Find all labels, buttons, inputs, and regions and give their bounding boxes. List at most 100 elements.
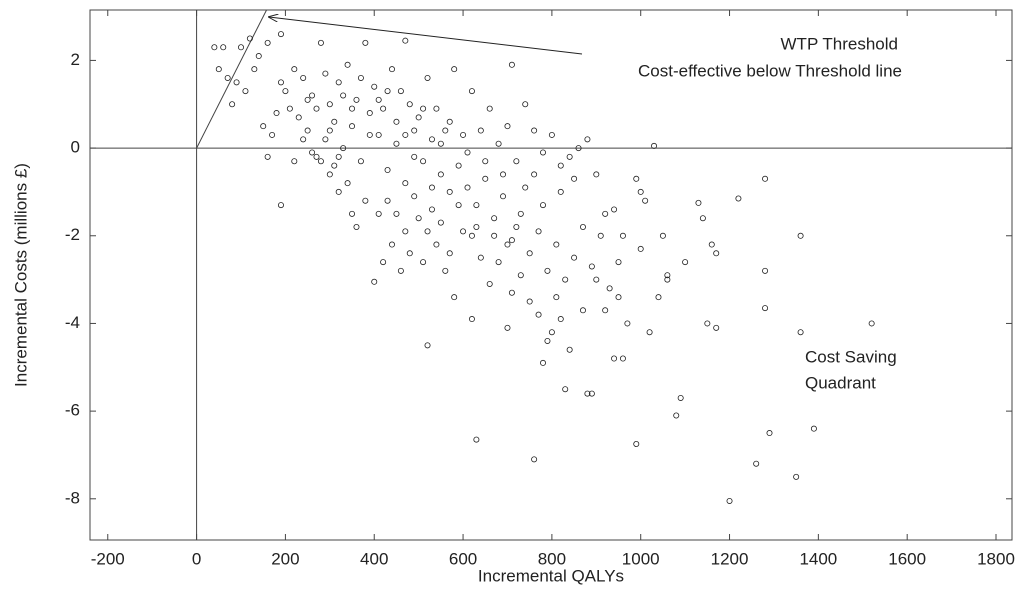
point xyxy=(477,127,484,134)
point xyxy=(322,136,329,143)
point xyxy=(504,324,511,331)
point xyxy=(535,228,542,235)
point xyxy=(753,460,760,467)
point xyxy=(762,305,769,312)
point xyxy=(397,267,404,274)
point xyxy=(500,171,507,178)
point xyxy=(357,74,364,81)
point xyxy=(251,66,258,73)
point xyxy=(593,276,600,283)
point xyxy=(375,210,382,217)
point xyxy=(526,298,533,305)
point xyxy=(495,259,502,266)
y-tick-label: -6 xyxy=(65,401,80,420)
point xyxy=(468,88,475,95)
point xyxy=(633,440,640,447)
point xyxy=(451,66,458,73)
point xyxy=(522,101,529,108)
point xyxy=(504,241,511,248)
point xyxy=(673,412,680,419)
point xyxy=(522,184,529,191)
point xyxy=(486,280,493,287)
x-tick-label: 800 xyxy=(538,549,566,568)
point xyxy=(242,88,249,95)
point xyxy=(540,359,547,366)
point xyxy=(393,210,400,217)
point xyxy=(362,39,369,46)
point xyxy=(455,202,462,209)
point xyxy=(508,61,515,68)
point xyxy=(491,232,498,239)
point xyxy=(255,53,262,60)
point xyxy=(468,316,475,323)
point xyxy=(433,241,440,248)
point xyxy=(397,88,404,95)
point xyxy=(384,167,391,174)
point xyxy=(602,210,609,217)
point xyxy=(500,193,507,200)
y-tick-label: 2 xyxy=(71,50,80,69)
point xyxy=(349,105,356,112)
point xyxy=(353,96,360,103)
point xyxy=(602,307,609,314)
point xyxy=(291,158,298,165)
point xyxy=(451,294,458,301)
point xyxy=(797,329,804,336)
point xyxy=(238,44,245,51)
point xyxy=(491,215,498,222)
point xyxy=(664,276,671,283)
point xyxy=(762,267,769,274)
point xyxy=(411,193,418,200)
point xyxy=(482,158,489,165)
point xyxy=(384,197,391,204)
point xyxy=(233,79,240,86)
point xyxy=(415,114,422,121)
point xyxy=(277,79,284,86)
point xyxy=(810,425,817,432)
point xyxy=(766,430,773,437)
point xyxy=(477,254,484,261)
point xyxy=(389,241,396,248)
point xyxy=(273,110,280,117)
point xyxy=(317,39,324,46)
point xyxy=(548,131,555,138)
point xyxy=(291,66,298,73)
point xyxy=(331,162,338,169)
point xyxy=(557,316,564,323)
x-tick-label: 1400 xyxy=(799,549,837,568)
point xyxy=(446,250,453,257)
point xyxy=(664,272,671,279)
point xyxy=(486,105,493,112)
point xyxy=(304,127,311,134)
point xyxy=(402,131,409,138)
point xyxy=(415,215,422,222)
point xyxy=(651,142,658,149)
point xyxy=(531,127,538,134)
point xyxy=(557,188,564,195)
point xyxy=(579,307,586,314)
point xyxy=(553,241,560,248)
point xyxy=(659,232,666,239)
point xyxy=(366,131,373,138)
point xyxy=(468,232,475,239)
point xyxy=(437,219,444,226)
point xyxy=(424,342,431,349)
point xyxy=(566,346,573,353)
point xyxy=(420,105,427,112)
point xyxy=(473,436,480,443)
point xyxy=(708,241,715,248)
point xyxy=(508,237,515,244)
point xyxy=(593,171,600,178)
point xyxy=(508,289,515,296)
point xyxy=(229,101,236,108)
point xyxy=(300,136,307,143)
point xyxy=(579,223,586,230)
point xyxy=(344,61,351,68)
point xyxy=(335,188,342,195)
point xyxy=(260,123,267,130)
point xyxy=(713,250,720,257)
point xyxy=(571,175,578,182)
point xyxy=(473,223,480,230)
point xyxy=(211,44,218,51)
